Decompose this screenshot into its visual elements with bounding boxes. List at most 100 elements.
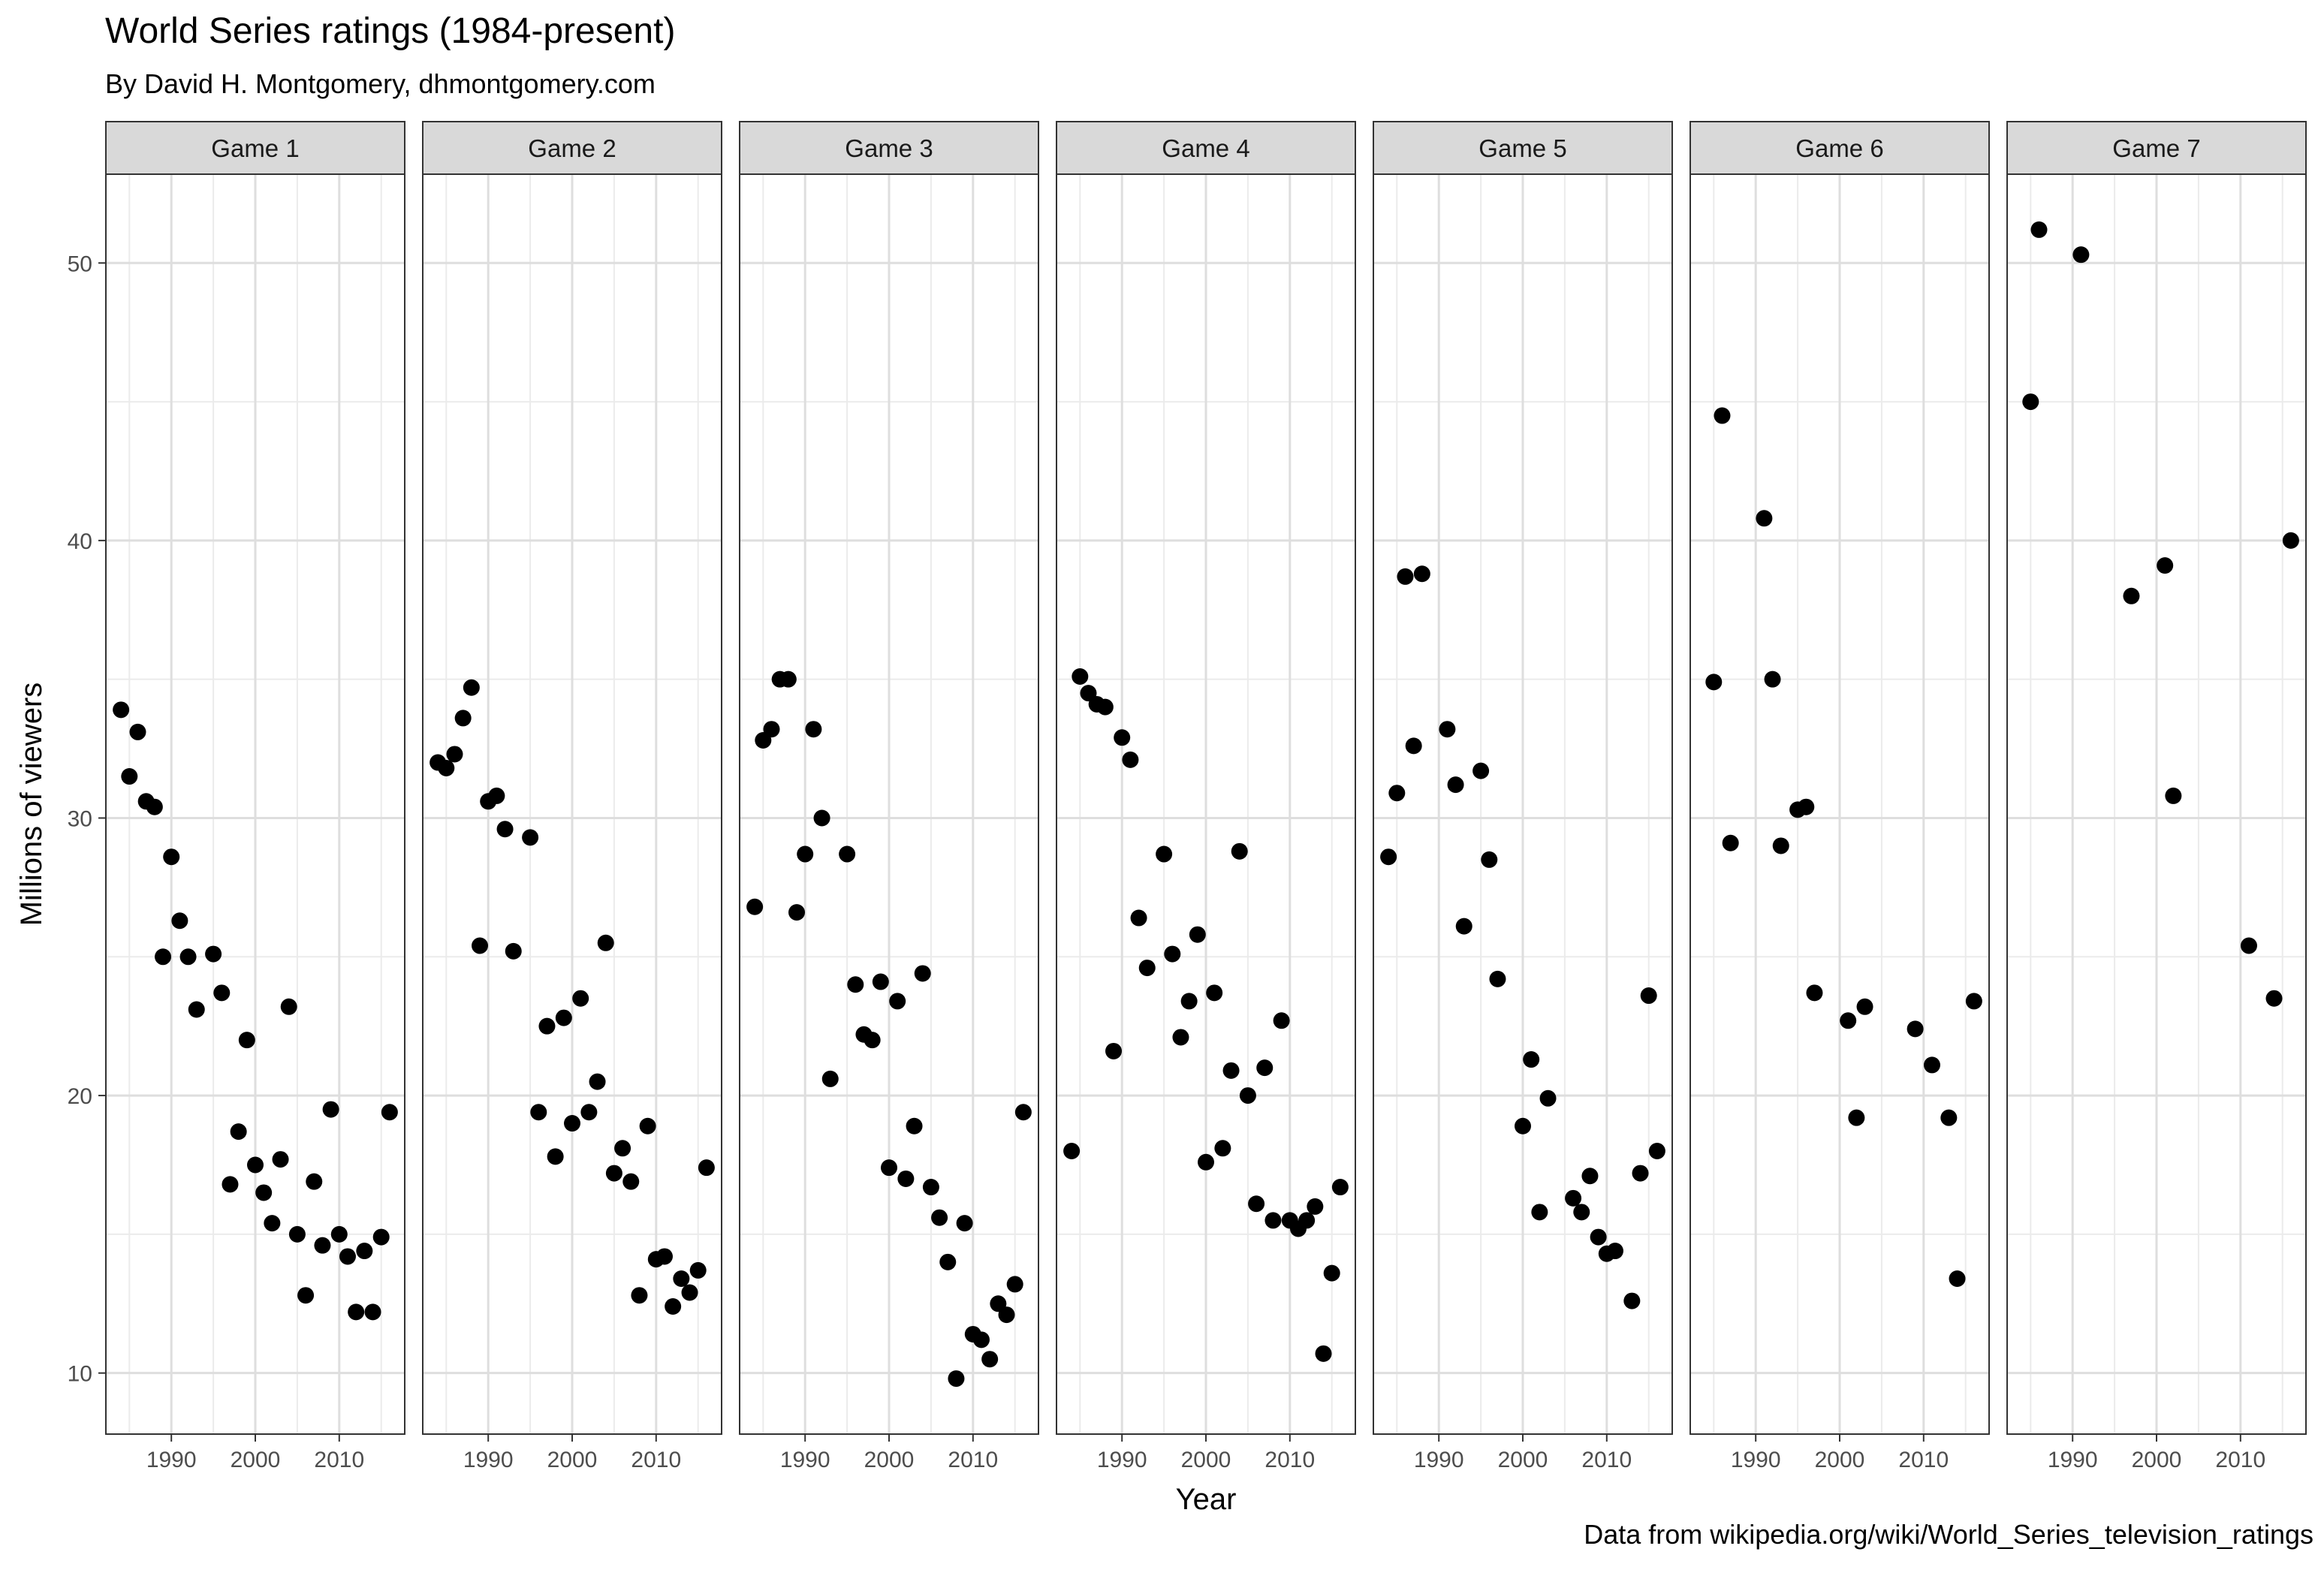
data-point [1756,510,1773,527]
data-point [1648,1143,1665,1160]
data-point [665,1297,682,1315]
data-point [1198,1153,1214,1171]
data-point [998,1306,1015,1324]
data-point [939,1253,957,1270]
x-tick-label: 1990 [463,1448,514,1472]
data-point [1523,1051,1540,1068]
data-point [763,721,780,738]
data-point [330,1225,348,1243]
data-point [673,1270,690,1288]
x-tick-label: 2010 [948,1448,998,1472]
data-point [1539,1089,1557,1107]
data-point [314,1237,331,1254]
data-point [572,990,589,1007]
data-point [1323,1264,1340,1282]
data-point [146,798,163,815]
y-axis-title: Millions of viewers [15,683,48,927]
data-point [2282,532,2299,549]
x-tick-label: 2010 [631,1448,681,1472]
data-point [1214,1140,1231,1157]
data-point [1531,1204,1548,1221]
x-tick-label: 1990 [146,1448,197,1472]
data-point [1722,834,1739,851]
data-point [2265,990,2283,1007]
data-point [948,1370,965,1388]
data-point [779,670,797,688]
x-tick-label: 1990 [1097,1448,1147,1472]
data-point [129,723,146,740]
data-point [1705,673,1723,691]
data-point [1447,776,1464,794]
data-point [689,1261,707,1279]
data-point [1315,1345,1332,1362]
data-point [163,848,180,866]
data-point [438,759,455,776]
data-point [297,1287,315,1304]
data-point [1122,751,1139,768]
data-point [1439,721,1456,738]
data-point [1264,1212,1282,1229]
data-point [339,1248,356,1265]
data-point [222,1176,239,1193]
data-point [622,1173,640,1190]
x-tick-label: 2010 [1898,1448,1949,1472]
data-point [381,1104,398,1121]
x-tick-label: 2000 [1815,1448,1865,1472]
data-point [906,1117,923,1135]
data-point [505,942,522,960]
data-point [264,1215,281,1232]
data-point [1907,1020,1924,1038]
data-point [288,1225,306,1243]
facet-strip [2006,121,2307,175]
data-point [1965,993,1982,1010]
data-point [1632,1165,1649,1182]
data-point [589,1073,606,1090]
data-point [1481,851,1498,868]
data-point [1231,842,1248,860]
facet-label: Game 1 [211,134,299,162]
data-point [121,768,138,785]
x-tick-label: 1990 [2048,1448,2098,1472]
facet-strip [1056,121,1356,175]
y-tick-label: 40 [68,529,92,554]
data-point [2030,221,2048,238]
data-point [306,1173,323,1190]
data-point [1172,1029,1189,1046]
data-point [889,993,906,1010]
data-point [956,1215,973,1232]
data-point [981,1351,999,1368]
data-point [1273,1012,1290,1029]
data-point [247,1156,264,1174]
data-point [213,984,231,1002]
data-point [496,821,514,838]
data-point [1840,1012,1857,1029]
data-point [1248,1195,1265,1213]
x-tick-label: 2010 [314,1448,364,1472]
data-point [179,948,197,966]
facet-strip [1373,121,1673,175]
data-point [1923,1056,1940,1074]
data-point [1405,737,1422,755]
data-point [1640,987,1657,1005]
data-point [1455,918,1472,935]
data-point [656,1248,673,1265]
data-point [1606,1243,1623,1260]
data-point [205,945,222,963]
data-point [280,998,297,1015]
facet-label: Game 3 [845,134,933,162]
data-point [681,1284,698,1301]
data-point [1206,984,1223,1002]
data-point [1848,1109,1865,1126]
x-tick-label: 2010 [1264,1448,1315,1472]
data-point [1489,970,1506,987]
data-point [931,1209,948,1226]
data-point [1138,960,1156,977]
data-point [372,1228,390,1246]
data-point [1590,1228,1607,1246]
y-tick-label: 50 [68,252,92,276]
data-point [155,948,172,966]
x-tick-label: 1990 [1731,1448,1781,1472]
data-point [472,937,489,954]
data-point [1623,1292,1641,1309]
chart-subtitle: By David H. Montgomery, dhmontgomery.com [105,68,656,99]
